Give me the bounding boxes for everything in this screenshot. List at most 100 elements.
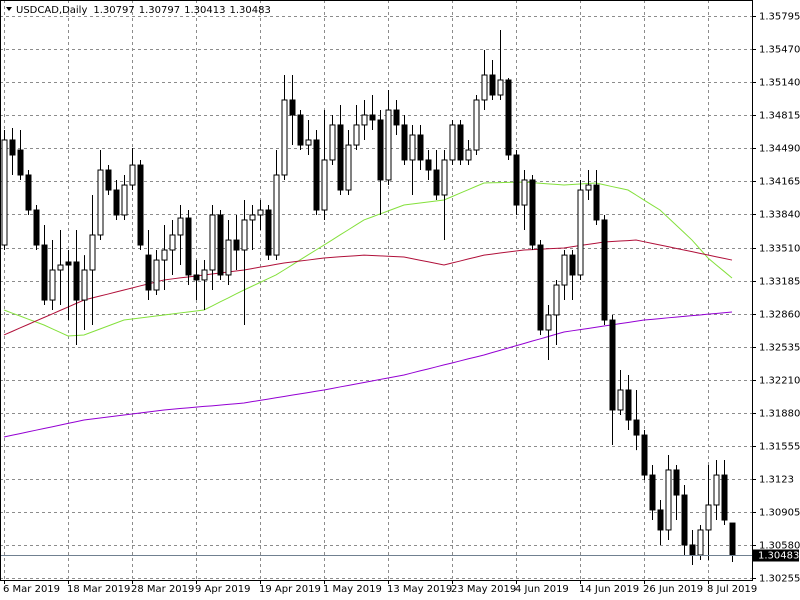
x-tick-label: 26 Jun 2019 [643, 584, 703, 595]
candle-body [625, 389, 632, 421]
candle-body [153, 259, 160, 291]
candle-body [713, 474, 720, 506]
y-tick-label: 1.33510 [759, 244, 800, 255]
candle-body [577, 189, 584, 276]
y-tick-label: 1.35140 [759, 78, 800, 89]
candle-body [649, 474, 656, 511]
y-tick-label: 1.3123 [759, 475, 794, 486]
candle-body [105, 169, 112, 191]
candle-body [633, 419, 640, 436]
candle-body [401, 124, 408, 161]
y-tick-label: 1.33840 [759, 210, 800, 221]
candle-body [441, 159, 448, 196]
candle-body [457, 124, 464, 161]
candle-body [665, 469, 672, 531]
candle-body [497, 79, 504, 96]
candle-body [313, 139, 320, 211]
y-tick-label: 1.35470 [759, 45, 800, 56]
x-tick-label: 1 May 2019 [323, 584, 382, 595]
candle-body [329, 124, 336, 161]
y-tick-label: 1.32535 [759, 343, 800, 354]
candle-body [345, 144, 352, 191]
y-tick-label: 1.33185 [759, 277, 800, 288]
candle-body [697, 529, 704, 556]
x-tick-label: 8 Jul 2019 [707, 584, 757, 595]
candle-body [193, 274, 200, 281]
y-tick-label: 1.31555 [759, 442, 800, 453]
candle-body [265, 209, 272, 256]
candle-body [689, 544, 696, 556]
candle-body [297, 114, 304, 146]
candle-body [65, 261, 72, 266]
candle-body [289, 99, 296, 116]
candle-body [49, 269, 56, 301]
last-low: 1.30413 [184, 5, 225, 16]
candle-body [465, 149, 472, 161]
candle-body [209, 214, 216, 271]
plot-frame [0, 0, 753, 581]
y-tick-label: 1.34490 [759, 144, 800, 155]
moving-average [3, 239, 733, 336]
candle-body [25, 174, 32, 211]
menu-arrow[interactable] [6, 7, 12, 11]
candle-body [529, 179, 536, 246]
candle-body [473, 99, 480, 151]
plot [0, 30, 752, 565]
candle-body [425, 159, 432, 171]
candle-body [41, 244, 48, 301]
y-tick-label: 1.32860 [759, 310, 800, 321]
candle-body [417, 134, 424, 161]
candle-body [113, 189, 120, 216]
candle-body [81, 269, 88, 301]
current-price-box [753, 549, 799, 562]
candle-body [537, 244, 544, 331]
candle-body [481, 74, 488, 101]
y-tick-label: 1.35795 [759, 12, 800, 23]
candle-body [281, 99, 288, 176]
candle-body [561, 254, 568, 286]
candle-body [393, 109, 400, 126]
candle-body [1, 139, 8, 246]
candle-body [385, 109, 392, 181]
candle-body [241, 219, 248, 251]
candle-body [681, 494, 688, 546]
x-tick-label: 18 Mar 2019 [67, 584, 130, 595]
candle-body [641, 434, 648, 476]
candle-body [721, 474, 728, 521]
candle-body [505, 79, 512, 156]
x-tick-label: 23 May 2019 [451, 584, 516, 595]
candle-body [217, 214, 224, 276]
candle-body [433, 169, 440, 196]
candle-body [601, 219, 608, 321]
candle-body [145, 254, 152, 291]
chart-title: USDCAD,Daily [16, 5, 87, 16]
candle-body [337, 124, 344, 191]
y-tick-label: 1.30905 [759, 508, 800, 519]
candle-body [673, 469, 680, 496]
candle-body [705, 504, 712, 531]
candle-body [409, 134, 416, 161]
candle-body [585, 184, 592, 191]
candle-body [657, 509, 664, 531]
candle-body [369, 114, 376, 121]
candle-body [177, 217, 184, 236]
candle-body [137, 164, 144, 246]
candle-body [305, 139, 312, 146]
candle-body [729, 522, 736, 556]
x-tick-label: 6 Mar 2019 [3, 584, 60, 595]
axes: 1.35795 1.35470 1.35140 1.34815 1.34490 1.341… [3, 12, 800, 596]
y-tick-label: 1.31880 [759, 409, 800, 420]
current-price-label: 1.30483 [758, 551, 799, 562]
candle-body [257, 209, 264, 216]
candle-body [161, 249, 168, 261]
last-close: 1.30483 [229, 5, 270, 16]
candle-body [129, 164, 136, 186]
candle-body [545, 314, 552, 331]
y-tick-label: 1.30580 [759, 541, 800, 552]
candle-body [553, 284, 560, 316]
candle-body [201, 269, 208, 281]
y-tick-label: 1.32210 [759, 376, 800, 387]
